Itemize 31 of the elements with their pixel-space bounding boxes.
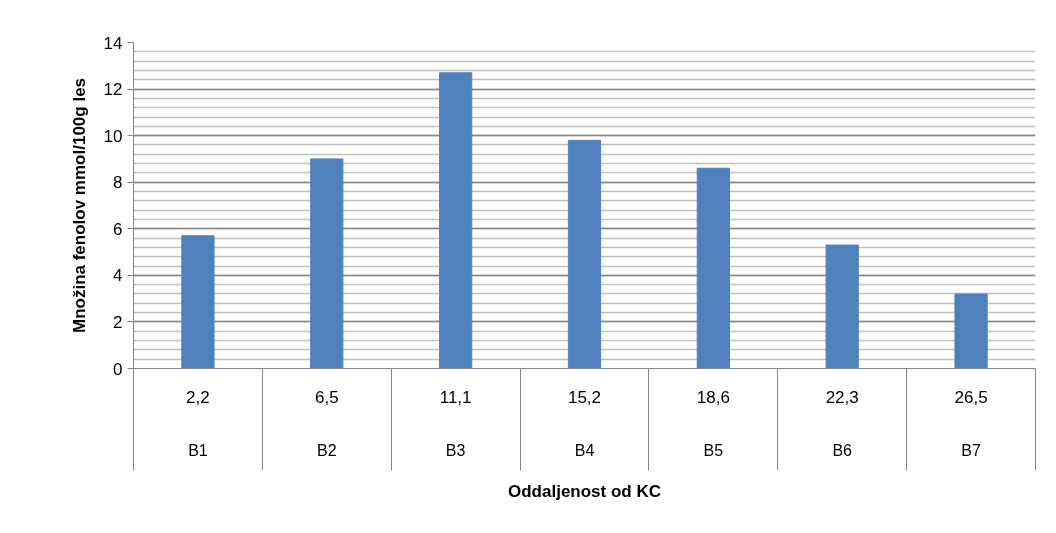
y-tick-label: 4: [113, 266, 123, 286]
y-axis-title: Množina fenolov mmol/100g les: [69, 77, 89, 334]
y-tick-label: 12: [103, 80, 123, 100]
text: B5: [703, 441, 724, 459]
bar: [439, 72, 473, 369]
x-tick-label: 26,5: [954, 387, 988, 407]
x-tick-label: 22,3: [825, 387, 859, 407]
x-tick-label: 18,6: [696, 387, 730, 407]
y-tick-label: 0: [113, 359, 123, 379]
text: B6: [832, 441, 853, 459]
y-tick-label: 8: [113, 173, 123, 193]
bar: [825, 244, 859, 369]
y-tick-label: 6: [113, 219, 123, 239]
text: B1: [188, 441, 208, 459]
bar: [181, 235, 215, 369]
x-tick-label: 15,2: [567, 387, 602, 407]
y-tick-label: 10: [103, 126, 123, 146]
y-tick-label: 14: [103, 33, 123, 53]
text: B2: [317, 441, 337, 459]
x-tick-label: 11,1: [439, 387, 472, 407]
x-tick-label: 6,5: [314, 387, 339, 407]
bar: [696, 167, 730, 369]
x-axis-title: Oddaljenost od KC: [508, 481, 661, 501]
bar: [310, 158, 344, 369]
y-tick-label: 2: [113, 312, 123, 332]
text: B3: [445, 441, 466, 459]
text: B4: [574, 441, 595, 459]
bar: [954, 293, 988, 369]
x-tick-label: 2,2: [186, 387, 210, 407]
text: B7: [961, 441, 981, 459]
bar: [567, 139, 602, 369]
